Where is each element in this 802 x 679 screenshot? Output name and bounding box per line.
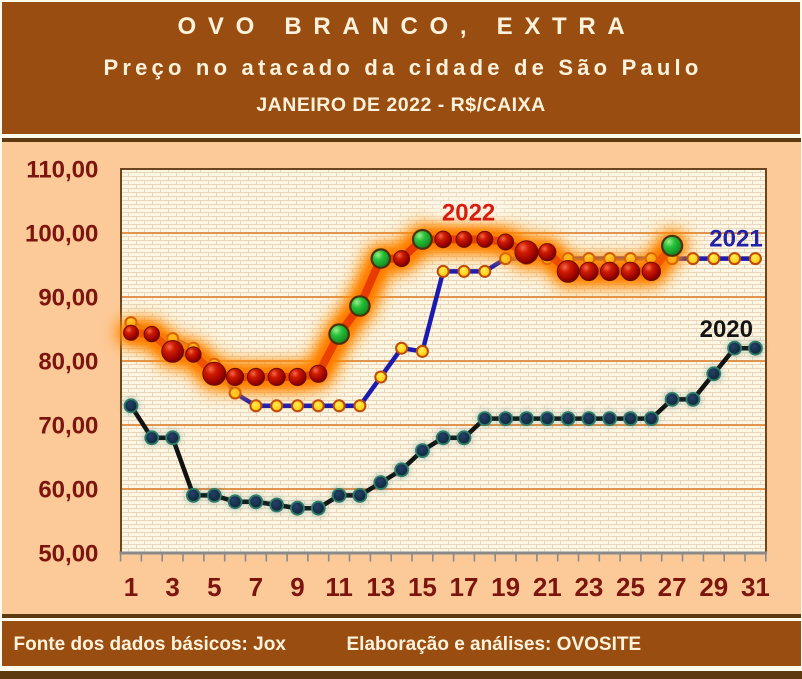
svg-text:2022: 2022 xyxy=(442,199,495,226)
svg-text:11: 11 xyxy=(325,572,353,602)
svg-text:25: 25 xyxy=(616,572,645,602)
svg-text:21: 21 xyxy=(533,572,562,602)
svg-text:19: 19 xyxy=(491,572,520,602)
svg-text:27: 27 xyxy=(658,572,687,602)
svg-text:29: 29 xyxy=(699,572,728,602)
svg-text:90,00: 90,00 xyxy=(38,285,98,312)
svg-text:23: 23 xyxy=(574,572,603,602)
svg-text:7: 7 xyxy=(249,572,263,602)
svg-text:17: 17 xyxy=(450,572,479,602)
svg-text:13: 13 xyxy=(366,572,395,602)
svg-text:1: 1 xyxy=(124,572,138,602)
svg-text:2021: 2021 xyxy=(709,226,762,253)
svg-text:3: 3 xyxy=(165,572,179,602)
svg-text:31: 31 xyxy=(741,572,770,602)
svg-text:70,00: 70,00 xyxy=(38,413,98,440)
svg-text:60,00: 60,00 xyxy=(38,477,98,504)
svg-text:100,00: 100,00 xyxy=(25,221,98,248)
svg-text:80,00: 80,00 xyxy=(38,349,98,376)
svg-text:9: 9 xyxy=(290,572,304,602)
svg-text:50,00: 50,00 xyxy=(38,541,98,568)
svg-text:110,00: 110,00 xyxy=(26,157,98,184)
svg-text:15: 15 xyxy=(408,572,437,602)
svg-text:5: 5 xyxy=(207,572,221,602)
svg-text:2020: 2020 xyxy=(700,316,753,343)
